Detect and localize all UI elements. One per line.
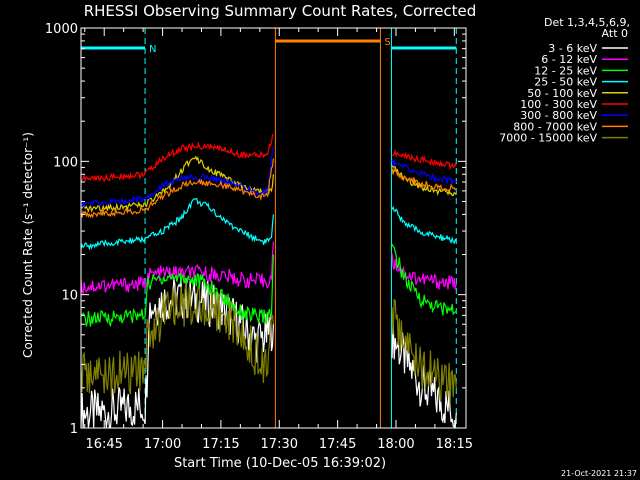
axes: 1 10 100 1000 16:45 17:00 17:15 17:30 17:45 18:00…: [45, 22, 473, 452]
timestamp: 21-Oct-2021 21:37: [561, 469, 637, 478]
chart-title: RHESSI Observing Summary Count Rates, Co…: [84, 2, 477, 20]
legend-label: 25 - 50 keV: [534, 76, 597, 89]
y-tick-label: 10: [61, 289, 78, 304]
legend-label: 800 - 7000 keV: [513, 120, 597, 133]
legend-label: 300 - 800 keV: [520, 109, 597, 122]
series-line: [80, 197, 274, 251]
y-tick-label: 1000: [45, 22, 78, 37]
x-tick-label: 18:00: [377, 437, 414, 452]
legend-label: 7000 - 15000 keV: [499, 132, 597, 145]
x-tick-label: 17:30: [261, 437, 298, 452]
y-axis-label: Corrected Count Rate (s⁻¹ detector⁻¹): [21, 132, 35, 358]
series-line: [391, 299, 457, 404]
plot-frame: [80, 27, 467, 429]
series-line: [391, 159, 457, 185]
series-line: [80, 254, 274, 328]
series-line: [80, 146, 274, 208]
series-line: [80, 282, 274, 397]
x-tick-label: 17:00: [144, 437, 181, 452]
series-line: [391, 148, 457, 171]
legend-label: 50 - 100 keV: [527, 87, 597, 100]
series-line: [80, 277, 274, 429]
y-tick-label: 100: [53, 155, 78, 170]
legend-label: 12 - 25 keV: [534, 64, 597, 77]
night-flag-label: N: [149, 44, 156, 55]
x-tick-label: 17:45: [319, 437, 356, 452]
series-line: [391, 205, 457, 245]
saa-flag-label: S: [384, 37, 390, 48]
series-line: [391, 243, 457, 316]
legend-label: 100 - 300 keV: [520, 98, 597, 111]
series-line: [80, 133, 274, 183]
x-tick-label: 17:15: [202, 437, 239, 452]
legend-label: 3 - 6 keV: [548, 42, 597, 55]
series-line: [391, 317, 457, 429]
y-tick-label: 1: [70, 422, 78, 437]
series-line: [80, 158, 274, 219]
legend-label: 6 - 12 keV: [541, 53, 597, 66]
series-layer: [80, 133, 457, 429]
legend-header: Att 0: [602, 27, 628, 40]
legend-header: Det 1,3,4,5,6,9,: [544, 16, 630, 29]
series-line: [391, 167, 457, 192]
x-axis-label: Start Time (10-Dec-05 16:39:02): [174, 456, 386, 471]
x-tick-label: 18:15: [436, 437, 473, 452]
x-tick-label: 16:45: [85, 437, 122, 452]
